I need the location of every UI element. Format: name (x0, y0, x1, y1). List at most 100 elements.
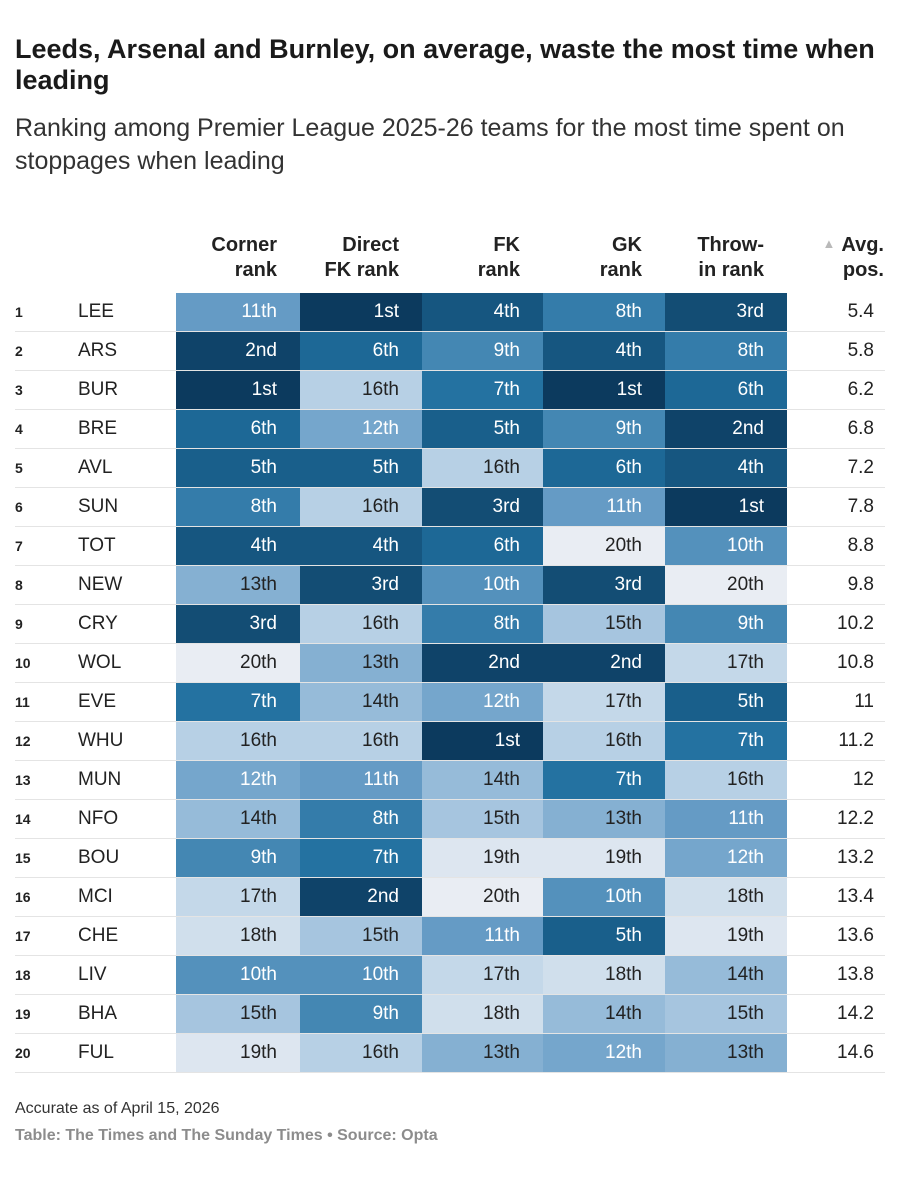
heat-cell-fk: 20th (422, 878, 543, 917)
table-row: 13 MUN 12th 11th 14th 7th 16th 12 (0, 761, 899, 800)
column-header-line: Corner (211, 234, 277, 256)
heat-cell-direct-fk: 11th (300, 761, 422, 800)
row-rank: 5 (15, 460, 23, 476)
chart-title: Leeds, Arsenal and Burnley, on average, … (15, 34, 875, 95)
heat-cell-corner: 3rd (176, 605, 300, 644)
heat-cell-corner: 14th (176, 800, 300, 839)
row-divider (15, 994, 885, 995)
heat-cell-throw-in: 2nd (665, 410, 787, 449)
row-divider (15, 370, 885, 371)
heat-cell-corner: 1st (176, 371, 300, 410)
avg-position: 9.8 (847, 574, 874, 595)
heat-cell-fk: 2nd (422, 644, 543, 683)
column-header-direct-fk[interactable]: Direct FK rank (300, 225, 399, 283)
table-row: 1 LEE 11th 1st 4th 8th 3rd 5.4 (0, 293, 899, 332)
column-header-corner[interactable]: Corner rank (176, 225, 277, 283)
team-code: ARS (78, 340, 118, 361)
heat-cell-corner: 9th (176, 839, 300, 878)
heat-cell-gk: 15th (543, 605, 665, 644)
heat-cell-fk: 13th (422, 1034, 543, 1073)
team-code: CRY (78, 613, 118, 634)
column-header-line: GK (612, 234, 642, 256)
heat-cell-fk: 15th (422, 800, 543, 839)
heat-cell-fk: 9th (422, 332, 543, 371)
heat-cell-fk: 14th (422, 761, 543, 800)
column-header-throw-in[interactable]: Throw-in rank (665, 225, 764, 283)
table-row: 6 SUN 8th 16th 3rd 11th 1st 7.8 (0, 488, 899, 527)
heat-cell-corner: 18th (176, 917, 300, 956)
heat-cell-direct-fk: 16th (300, 488, 422, 527)
column-header-line: FK (493, 234, 520, 256)
avg-position: 5.8 (847, 340, 874, 361)
row-divider (15, 721, 885, 722)
heat-cell-throw-in: 13th (665, 1034, 787, 1073)
heat-cell-corner: 16th (176, 722, 300, 761)
avg-position: 7.2 (847, 457, 874, 478)
row-rank: 11 (15, 694, 30, 710)
heat-cell-direct-fk: 4th (300, 527, 422, 566)
heat-cell-throw-in: 10th (665, 527, 787, 566)
heat-cell-corner: 7th (176, 683, 300, 722)
table-row: 14 NFO 14th 8th 15th 13th 11th 12.2 (0, 800, 899, 839)
table-row: 12 WHU 16th 16th 1st 16th 7th 11.2 (0, 722, 899, 761)
heat-cell-direct-fk: 16th (300, 722, 422, 761)
heat-cell-gk: 16th (543, 722, 665, 761)
avg-position: 14.2 (837, 1003, 874, 1024)
heat-cell-fk: 8th (422, 605, 543, 644)
heat-cell-direct-fk: 10th (300, 956, 422, 995)
heat-cell-fk: 6th (422, 527, 543, 566)
row-divider (15, 331, 885, 332)
heat-cell-corner: 13th (176, 566, 300, 605)
heat-cell-gk: 1st (543, 371, 665, 410)
heat-cell-fk: 12th (422, 683, 543, 722)
avg-position: 6.8 (847, 418, 874, 439)
table-row: 8 NEW 13th 3rd 10th 3rd 20th 9.8 (0, 566, 899, 605)
heat-cell-throw-in: 14th (665, 956, 787, 995)
row-rank: 17 (15, 928, 31, 944)
footnote: Accurate as of April 15, 2026 (15, 1100, 220, 1117)
heat-cell-gk: 17th (543, 683, 665, 722)
heat-cell-corner: 17th (176, 878, 300, 917)
heat-cell-gk: 12th (543, 1034, 665, 1073)
row-rank: 3 (15, 382, 23, 398)
heat-cell-throw-in: 7th (665, 722, 787, 761)
heat-cell-throw-in: 18th (665, 878, 787, 917)
column-header-line: in rank (698, 259, 764, 281)
avg-position: 10.8 (837, 652, 874, 673)
row-divider (15, 799, 885, 800)
avg-position: 10.2 (837, 613, 874, 634)
row-rank: 12 (15, 733, 31, 749)
column-header-gk[interactable]: GK rank (543, 225, 642, 283)
row-rank: 14 (15, 811, 31, 827)
row-rank: 16 (15, 889, 31, 905)
avg-position: 5.4 (847, 301, 874, 322)
column-header-line: FK rank (324, 259, 399, 281)
row-divider (15, 877, 885, 878)
team-code: NEW (78, 574, 123, 595)
column-header-line: rank (599, 259, 642, 281)
column-header-fk[interactable]: FK rank (422, 225, 520, 283)
team-code: FUL (78, 1042, 114, 1063)
heat-cell-gk: 8th (543, 293, 665, 332)
heat-cell-fk: 19th (422, 839, 543, 878)
heat-cell-throw-in: 11th (665, 800, 787, 839)
row-divider (15, 838, 885, 839)
row-rank: 7 (15, 538, 23, 554)
row-divider (15, 955, 885, 956)
table-row: 2 ARS 2nd 6th 9th 4th 8th 5.8 (0, 332, 899, 371)
row-divider (15, 643, 885, 644)
heat-cell-direct-fk: 6th (300, 332, 422, 371)
heat-cell-direct-fk: 2nd (300, 878, 422, 917)
heat-cell-gk: 4th (543, 332, 665, 371)
heat-cell-throw-in: 12th (665, 839, 787, 878)
team-code: BUR (78, 379, 119, 400)
team-code: LEE (78, 301, 114, 322)
column-header-avg-pos[interactable]: ▲ Avg. pos. (790, 225, 884, 283)
heat-cell-direct-fk: 7th (300, 839, 422, 878)
heat-cell-direct-fk: 5th (300, 449, 422, 488)
heat-cell-corner: 10th (176, 956, 300, 995)
heat-cell-gk: 19th (543, 839, 665, 878)
avg-position: 7.8 (847, 496, 874, 517)
row-divider (15, 565, 885, 566)
heat-cell-throw-in: 3rd (665, 293, 787, 332)
